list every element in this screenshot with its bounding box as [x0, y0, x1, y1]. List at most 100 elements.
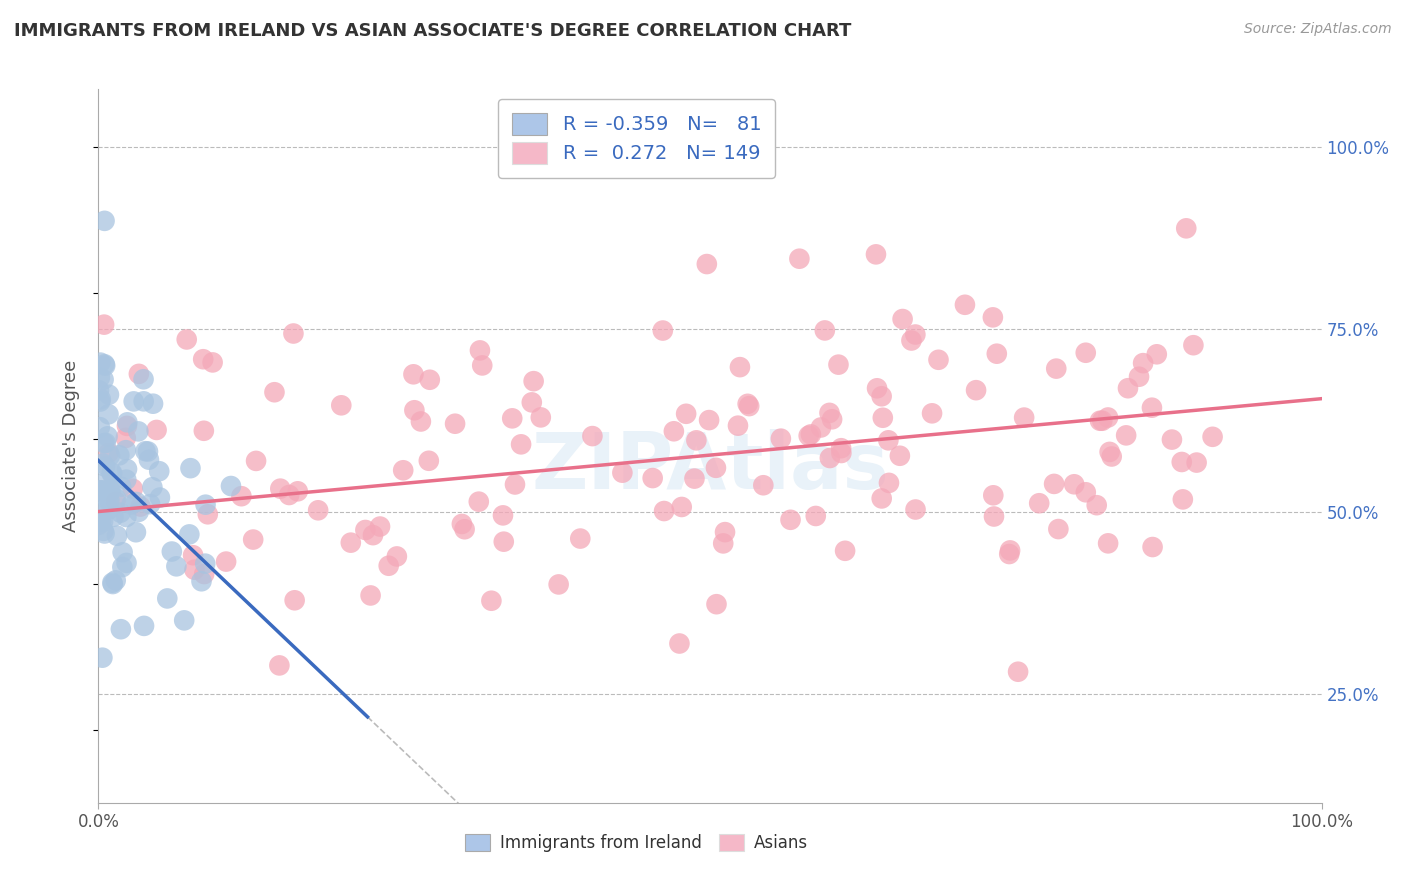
Legend: Immigrants from Ireland, Asians: Immigrants from Ireland, Asians [458, 827, 814, 859]
Point [93, 318, 115, 332]
Point [1132, 356, 1154, 370]
Point [889, 449, 911, 463]
Point [231, 489, 253, 503]
Point [361, 528, 384, 542]
Point [737, 397, 759, 411]
Point [818, 406, 841, 420]
Point [121, 482, 143, 496]
Point [409, 415, 432, 429]
Point [115, 556, 138, 570]
Point [404, 403, 426, 417]
Point [269, 482, 291, 496]
Point [651, 324, 673, 338]
Point [510, 437, 533, 451]
Point [1115, 428, 1137, 442]
Point [149, 491, 172, 505]
Point [904, 327, 927, 342]
Point [696, 257, 718, 271]
Point [983, 509, 1005, 524]
Point [453, 522, 475, 536]
Point [141, 480, 163, 494]
Point [134, 444, 156, 458]
Point [245, 454, 267, 468]
Point [90, 483, 112, 498]
Point [1201, 430, 1223, 444]
Point [142, 397, 165, 411]
Point [104, 574, 127, 588]
Point [830, 446, 852, 460]
Point [117, 415, 139, 429]
Point [671, 500, 693, 514]
Point [377, 558, 399, 573]
Point [242, 533, 264, 547]
Point [93, 357, 115, 371]
Point [93, 436, 115, 450]
Point [148, 464, 170, 478]
Point [385, 549, 408, 564]
Point [865, 247, 887, 261]
Point [340, 535, 363, 549]
Point [98, 449, 121, 463]
Point [1007, 665, 1029, 679]
Point [1043, 476, 1066, 491]
Point [91, 515, 114, 529]
Point [1161, 433, 1184, 447]
Point [697, 413, 720, 427]
Point [569, 532, 592, 546]
Point [114, 431, 136, 445]
Point [752, 478, 775, 492]
Point [652, 504, 675, 518]
Point [953, 298, 976, 312]
Point [769, 432, 792, 446]
Point [307, 503, 329, 517]
Point [1182, 338, 1205, 352]
Point [921, 406, 943, 420]
Point [93, 214, 115, 228]
Point [115, 418, 138, 433]
Point [132, 619, 155, 633]
Point [89, 356, 111, 370]
Point [193, 567, 215, 582]
Point [145, 423, 167, 437]
Point [193, 424, 215, 438]
Point [115, 443, 138, 458]
Point [122, 394, 145, 409]
Point [450, 516, 472, 531]
Point [523, 374, 546, 388]
Point [834, 543, 856, 558]
Point [115, 510, 138, 524]
Point [98, 493, 121, 508]
Point [194, 557, 217, 571]
Point [90, 392, 112, 407]
Point [1045, 361, 1067, 376]
Point [1146, 347, 1168, 361]
Point [139, 497, 162, 511]
Point [98, 502, 121, 516]
Point [165, 559, 187, 574]
Point [127, 425, 149, 439]
Point [1140, 401, 1163, 415]
Point [1175, 221, 1198, 235]
Point [1142, 540, 1164, 554]
Point [1047, 522, 1070, 536]
Point [1171, 492, 1194, 507]
Point [101, 577, 124, 591]
Point [1085, 498, 1108, 512]
Point [111, 545, 134, 559]
Point [641, 471, 664, 485]
Point [97, 493, 120, 508]
Point [215, 555, 238, 569]
Point [132, 394, 155, 409]
Point [132, 372, 155, 386]
Point [89, 420, 111, 434]
Point [97, 407, 120, 421]
Point [810, 420, 832, 434]
Point [520, 395, 543, 409]
Point [91, 483, 114, 498]
Point [176, 333, 198, 347]
Point [194, 498, 217, 512]
Point [481, 593, 503, 607]
Point [101, 467, 124, 481]
Point [706, 597, 728, 611]
Point [89, 394, 111, 409]
